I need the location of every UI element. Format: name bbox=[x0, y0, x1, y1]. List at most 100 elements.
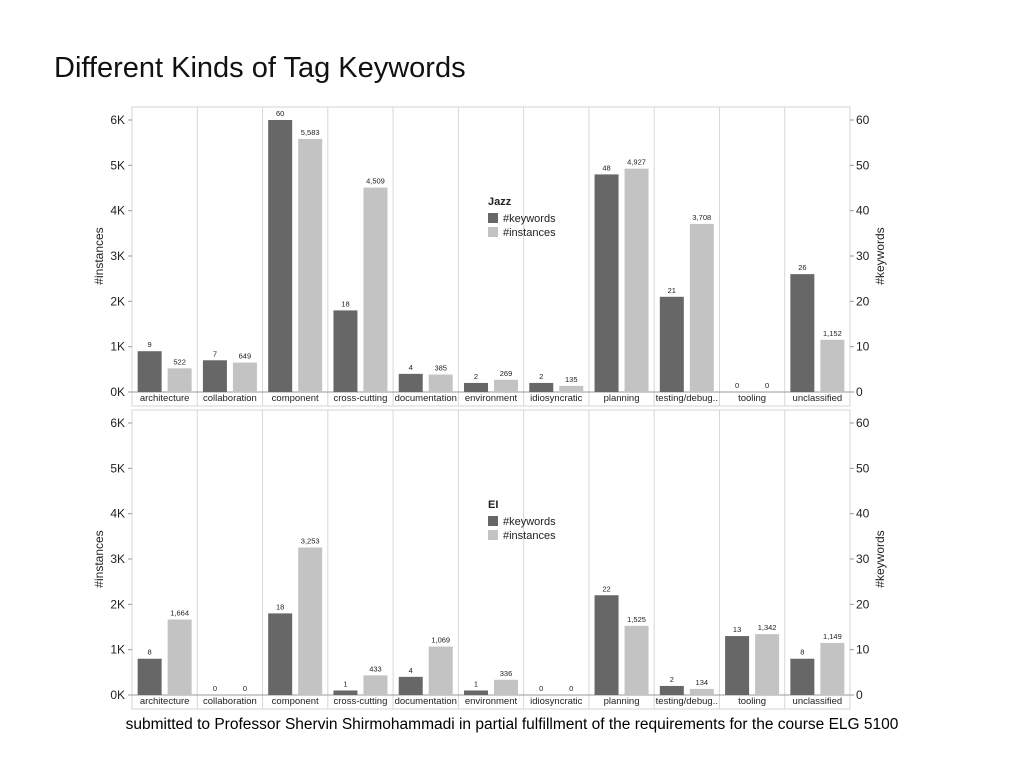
y2-tick-label: 0 bbox=[856, 688, 863, 702]
data-label-keywords: 18 bbox=[276, 602, 284, 611]
data-label-instances: 1,149 bbox=[823, 632, 842, 641]
category-label: cross-cutting bbox=[334, 696, 388, 707]
bar-instances bbox=[494, 679, 518, 695]
panel-frame bbox=[131, 106, 851, 407]
bar-keywords bbox=[398, 373, 423, 392]
bar-keywords bbox=[790, 274, 815, 392]
data-label-keywords: 2 bbox=[670, 675, 674, 684]
data-label-instances: 0 bbox=[243, 684, 247, 693]
data-label-keywords: 0 bbox=[735, 381, 739, 390]
bar-instances bbox=[624, 625, 649, 695]
y-axis-title: #instances bbox=[92, 227, 106, 284]
y2-tick-label: 20 bbox=[856, 597, 870, 611]
bar-instances bbox=[298, 547, 323, 695]
category-label: planning bbox=[604, 393, 640, 404]
data-label-keywords: 2 bbox=[474, 372, 478, 381]
y2-tick-label: 0 bbox=[856, 385, 863, 399]
data-label-instances: 3,708 bbox=[692, 213, 711, 222]
y-axis-title: #instances bbox=[92, 530, 106, 587]
category-label: documentation bbox=[395, 696, 457, 707]
data-label-keywords: 8 bbox=[800, 648, 804, 657]
legend-label-keywords: #keywords bbox=[503, 516, 556, 528]
y2-tick-label: 60 bbox=[856, 113, 870, 127]
data-label-keywords: 4 bbox=[409, 666, 413, 675]
data-label-keywords: 21 bbox=[668, 286, 676, 295]
data-label-keywords: 8 bbox=[148, 648, 152, 657]
y-tick-label: 3K bbox=[110, 249, 125, 263]
data-label-instances: 0 bbox=[569, 684, 573, 693]
bar-keywords bbox=[594, 595, 619, 695]
bar-keywords bbox=[137, 658, 162, 695]
category-label: planning bbox=[604, 696, 640, 707]
bar-instances bbox=[820, 642, 845, 695]
slide-title: Different Kinds of Tag Keywords bbox=[54, 52, 466, 84]
bar-keywords bbox=[268, 613, 293, 695]
bar-instances bbox=[624, 168, 649, 392]
y-tick-label: 3K bbox=[110, 552, 125, 566]
bar-keywords bbox=[464, 690, 488, 695]
bar-keywords bbox=[594, 174, 619, 392]
data-label-keywords: 60 bbox=[276, 109, 284, 118]
y2-tick-label: 30 bbox=[856, 249, 870, 263]
legend-label-keywords: #keywords bbox=[503, 213, 556, 225]
legend-label-instances: #instances bbox=[503, 227, 556, 239]
data-label-instances: 0 bbox=[765, 381, 769, 390]
legend-swatch-keywords bbox=[488, 213, 498, 223]
data-label-instances: 1,342 bbox=[758, 623, 777, 632]
bar-instances bbox=[363, 187, 388, 392]
y-tick-label: 1K bbox=[110, 643, 125, 657]
bar-keywords bbox=[659, 296, 684, 392]
data-label-instances: 1,069 bbox=[431, 636, 450, 645]
category-label: tooling bbox=[738, 393, 766, 404]
category-label: unclassified bbox=[793, 393, 843, 404]
data-label-instances: 1,525 bbox=[627, 615, 646, 624]
category-label: component bbox=[272, 393, 319, 404]
data-label-instances: 269 bbox=[500, 369, 513, 378]
y-tick-label: 2K bbox=[110, 294, 125, 308]
bar-keywords bbox=[398, 676, 423, 695]
data-label-keywords: 1 bbox=[343, 679, 347, 688]
y-tick-label: 5K bbox=[110, 461, 125, 475]
category-label: environment bbox=[465, 696, 518, 707]
y-tick-label: 0K bbox=[110, 688, 125, 702]
category-label: unclassified bbox=[793, 696, 843, 707]
y2-tick-label: 50 bbox=[856, 158, 870, 172]
y2-tick-label: 30 bbox=[856, 552, 870, 566]
bar-instances bbox=[494, 379, 518, 392]
category-label: collaboration bbox=[203, 393, 257, 404]
data-label-instances: 522 bbox=[173, 357, 186, 366]
data-label-instances: 1,152 bbox=[823, 329, 842, 338]
y-tick-label: 4K bbox=[110, 204, 125, 218]
data-label-instances: 336 bbox=[500, 669, 513, 678]
bar-instances bbox=[363, 675, 388, 695]
data-label-keywords: 1 bbox=[474, 679, 478, 688]
data-label-instances: 1,664 bbox=[170, 609, 189, 618]
data-label-keywords: 26 bbox=[798, 263, 806, 272]
bar-instances bbox=[755, 634, 780, 695]
data-label-instances: 134 bbox=[696, 678, 709, 687]
category-label: architecture bbox=[140, 393, 190, 404]
y2-tick-label: 10 bbox=[856, 340, 870, 354]
category-label: component bbox=[272, 696, 319, 707]
bar-keywords bbox=[529, 382, 554, 392]
legend-title: Jazz bbox=[488, 196, 512, 208]
bar-instances bbox=[167, 368, 192, 392]
slide-footer: submitted to Professor Shervin Shirmoham… bbox=[125, 716, 899, 733]
bar-instances bbox=[428, 374, 453, 392]
data-label-keywords: 9 bbox=[148, 340, 152, 349]
category-label: tooling bbox=[738, 696, 766, 707]
y2-tick-label: 60 bbox=[856, 416, 870, 430]
legend-swatch-keywords bbox=[488, 516, 498, 526]
y2-tick-label: 20 bbox=[856, 294, 870, 308]
category-label: environment bbox=[465, 393, 518, 404]
y2-tick-label: 40 bbox=[856, 507, 870, 521]
bar-keywords bbox=[333, 690, 358, 695]
category-label: testing/debug.. bbox=[656, 393, 718, 404]
y-tick-label: 2K bbox=[110, 597, 125, 611]
bar-keywords bbox=[333, 310, 358, 392]
bar-instances bbox=[559, 385, 584, 392]
bar-keywords bbox=[659, 685, 684, 695]
bar-instances bbox=[689, 688, 714, 695]
bar-keywords bbox=[725, 636, 750, 695]
